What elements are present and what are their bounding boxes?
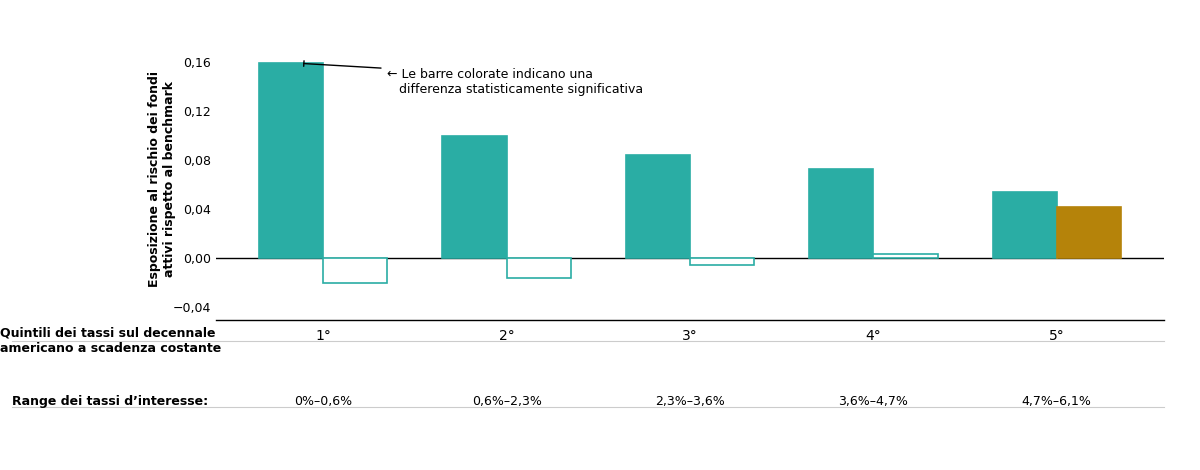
Text: 2,3%–3,6%: 2,3%–3,6% — [655, 395, 725, 408]
Text: 2°: 2° — [499, 329, 515, 343]
Text: 3,6%–4,7%: 3,6%–4,7% — [839, 395, 908, 408]
Y-axis label: Esposizione al rischio dei fondi
attivi rispetto al benchmark: Esposizione al rischio dei fondi attivi … — [148, 70, 175, 287]
Bar — [443, 136, 506, 258]
Text: 3°: 3° — [682, 329, 698, 343]
Text: ← Le barre colorate indicano una
   differenza statisticamente significativa: ← Le barre colorate indicano una differe… — [388, 68, 643, 96]
Bar — [874, 254, 937, 258]
Text: 0,6%–2,3%: 0,6%–2,3% — [472, 395, 541, 408]
Text: 4,7%–6,1%: 4,7%–6,1% — [1021, 395, 1092, 408]
Bar — [809, 169, 874, 258]
Bar — [323, 258, 388, 283]
Text: 4°: 4° — [865, 329, 881, 343]
Text: 5°: 5° — [1049, 329, 1064, 343]
Text: 1°: 1° — [316, 329, 331, 343]
Bar — [259, 63, 323, 258]
Bar — [992, 192, 1057, 258]
Bar — [690, 258, 754, 265]
Text: Range dei tassi d’interesse:: Range dei tassi d’interesse: — [12, 395, 208, 408]
Text: 0%–0,6%: 0%–0,6% — [294, 395, 353, 408]
Bar — [1057, 207, 1121, 258]
Text: Quintili dei tassi sul decennale
americano a scadenza costante: Quintili dei tassi sul decennale america… — [0, 327, 221, 355]
Bar — [626, 155, 690, 258]
Bar — [506, 258, 571, 278]
